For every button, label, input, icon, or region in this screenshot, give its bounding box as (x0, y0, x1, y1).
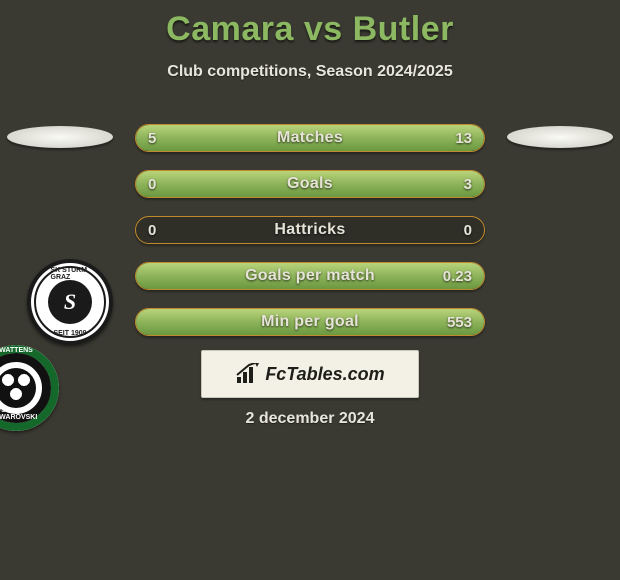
stat-row: Hattricks0 0 (135, 216, 485, 244)
stat-row: Goals0 3 (135, 170, 485, 198)
stat-value-left: 0 (148, 217, 156, 243)
bar-chart-icon (235, 363, 261, 385)
footer-date: 2 december 2024 (0, 410, 620, 428)
club-badge-left: SK STURM GRAZ SEIT 1909 S (27, 259, 113, 345)
stat-label: Min per goal (136, 309, 484, 335)
stat-row: Goals per match0.23 (135, 262, 485, 290)
badge-left-top-text: SK STURM GRAZ (51, 267, 90, 281)
stat-label: Goals (136, 171, 484, 197)
brand-box[interactable]: FcTables.com (201, 350, 419, 398)
stat-value-right: 553 (447, 309, 472, 335)
player-head-left (7, 126, 113, 148)
stat-label: Hattricks (136, 217, 484, 243)
player-head-right (507, 126, 613, 148)
stat-label: Matches (136, 125, 484, 151)
page-title: Camara vs Butler (0, 0, 620, 49)
stat-value-left: 0 (148, 171, 156, 197)
stat-value-right: 13 (455, 125, 472, 151)
stat-value-right: 3 (464, 171, 472, 197)
badge-right-top-text: WATTENS (0, 347, 33, 354)
badge-left-bottom-text: SEIT 1909 (53, 330, 86, 337)
stat-value-left: 5 (148, 125, 156, 151)
stat-row: Matches5 13 (135, 124, 485, 152)
stat-row: Min per goal553 (135, 308, 485, 336)
stats-container: Matches513Goals03Hattricks00Goals per ma… (135, 124, 485, 354)
stat-value-right: 0 (464, 217, 472, 243)
badge-left-letter: S (64, 289, 76, 315)
page-subtitle: Club competitions, Season 2024/2025 (0, 63, 620, 81)
stat-value-right: 0.23 (443, 263, 472, 289)
stat-label: Goals per match (136, 263, 484, 289)
brand-text: FcTables.com (265, 364, 384, 385)
